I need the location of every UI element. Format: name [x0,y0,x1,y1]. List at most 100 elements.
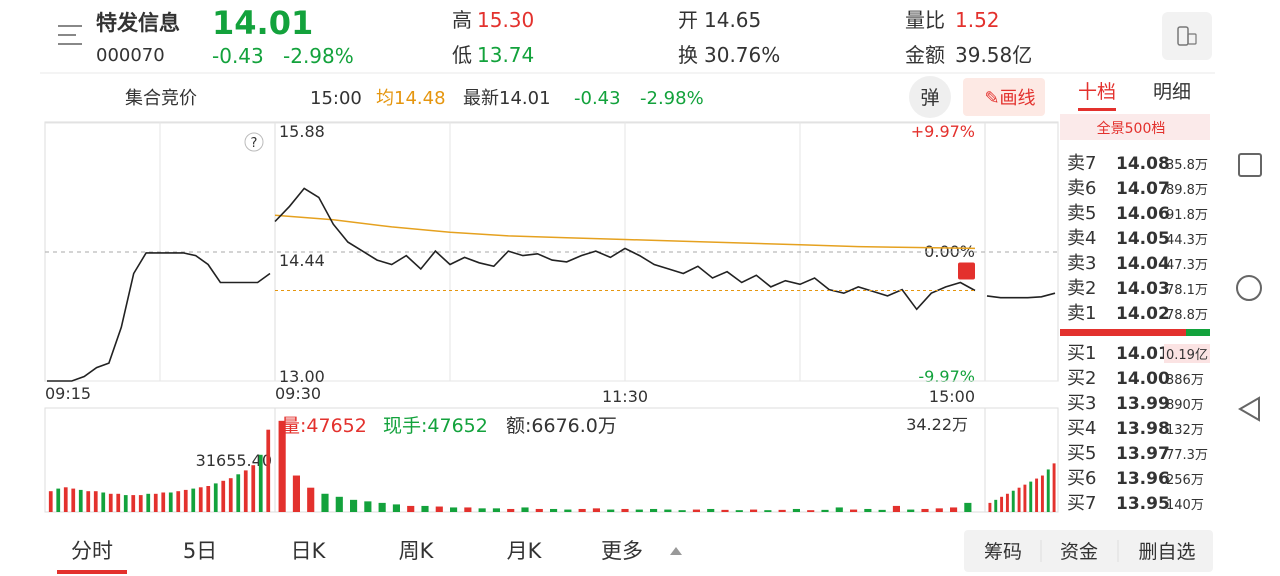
more-arrow[interactable] [670,547,682,555]
volume-bar [421,505,429,512]
auction-volume-bar [116,493,121,512]
book-volume: 35.8万 [1166,158,1208,173]
book-volume: 89.8万 [1166,183,1208,198]
y-tick-label: 14.44 [279,251,325,270]
action-button[interactable]: 资金 [1060,541,1098,563]
panorama-label[interactable]: 全景500档 [1097,120,1166,137]
book-price: 14.07 [1116,179,1170,199]
book-price: 13.97 [1116,444,1170,464]
post-volume-bar [1011,490,1015,512]
auction-volume-bar [228,478,233,512]
book-price: 14.04 [1116,254,1170,274]
stat-label: 金额 [905,43,945,67]
book-label: 买4 [1067,418,1096,439]
auction-volume-bar [176,491,181,512]
book-volume: 78.1万 [1166,283,1208,298]
time-label: 09:30 [275,384,321,403]
action-button[interactable]: 筹码 [984,541,1022,563]
volume-bar [778,509,786,512]
draw-line-button[interactable]: ✎画线 [963,78,1045,116]
auction-volume-bar [243,470,248,512]
nav-recent[interactable] [1238,153,1262,177]
auction-volume-bar [56,488,61,512]
tab-underline [1078,108,1116,111]
panorama-bar[interactable] [1060,114,1210,140]
stat-value: 14.65 [704,8,761,32]
auction-volume-bar [146,493,151,512]
help-icon[interactable]: ? [244,132,264,152]
volume-bar [650,508,658,512]
volume-bar [521,507,529,512]
stat-label: 开 [678,8,698,32]
volume-bar [707,508,715,512]
change-pct: -2.98% [283,44,354,68]
book-label: 买3 [1067,393,1096,414]
stock-name: 特发信息 [96,11,180,35]
volume-bar [850,509,858,512]
auction-line [47,252,271,382]
post-volume-bar [1023,484,1027,512]
book-price: 13.96 [1116,469,1170,489]
volume-bar [964,502,972,512]
tab-depth[interactable]: 十档 [1078,81,1116,103]
book-label: 卖7 [1067,153,1096,174]
stat-value: 39.58亿 [955,43,1032,67]
volume-bar [464,507,472,512]
bottom-tab[interactable]: 5日 [183,539,217,563]
auction-volume-bar [63,487,68,512]
auction-volume-bar [138,495,143,512]
post-volume-bar [1040,475,1044,512]
post-volume-bar [1052,463,1056,512]
book-label: 卖2 [1067,278,1096,299]
tab-detail[interactable]: 明细 [1153,81,1191,103]
nav-home[interactable] [1236,275,1262,301]
bottom-tab[interactable]: 日K [291,539,327,563]
time: 15:00 [310,88,362,109]
book-label: 卖3 [1067,253,1096,274]
popup-button[interactable]: 弹 [909,76,951,118]
book-price: 13.99 [1116,394,1170,414]
popup-label: 弹 [920,87,939,109]
volume-bar [821,509,829,512]
bottom-tab[interactable]: 分时 [71,539,113,563]
time-label: 15:00 [929,387,975,406]
volume-bar [321,493,329,512]
volume-bar [907,509,915,512]
book-price: 14.03 [1116,279,1170,299]
volume-bar [592,508,600,512]
pct-label: -9.97% [918,367,975,386]
auction-volume-bar [221,480,226,512]
book-volume: 0.19亿 [1166,348,1208,363]
auction-volume-bar [108,493,113,512]
auction-volume-bar [123,495,128,512]
bottom-tab[interactable]: 周K [399,539,435,563]
menu-icon[interactable] [58,25,82,45]
action-button[interactable]: 删自选 [1138,541,1195,563]
change: -0.43 [574,88,621,109]
stat-value: 1.52 [955,8,1000,32]
avg-price: 均14.48 [376,88,446,109]
book-label: 买2 [1067,368,1096,389]
post-volume-bar [1005,493,1009,512]
volume-bar [878,509,886,512]
volume-bar [678,510,686,512]
book-volume: 78.8万 [1166,308,1208,323]
nav-back[interactable] [1238,396,1260,422]
volume-max-label: 34.22万 [906,415,968,434]
bottom-tab[interactable]: 月K [507,539,543,563]
auction-volume-bar [153,493,158,512]
auction-volume-bar [161,492,166,512]
y-tick-label: 13.00 [279,367,325,386]
book-price: 14.08 [1116,154,1170,174]
landscape-button[interactable] [1162,12,1212,60]
b-marker[interactable] [958,262,975,280]
time-label: 11:30 [602,387,648,406]
auction-volume-bar [213,483,218,512]
post-volume-bar [988,502,992,512]
bottom-tab[interactable]: 更多 [601,539,643,563]
book-label: 卖1 [1067,303,1096,324]
buy-ratio [1060,329,1186,336]
auction-volume-bar [48,491,53,512]
volume-bar [921,508,929,512]
